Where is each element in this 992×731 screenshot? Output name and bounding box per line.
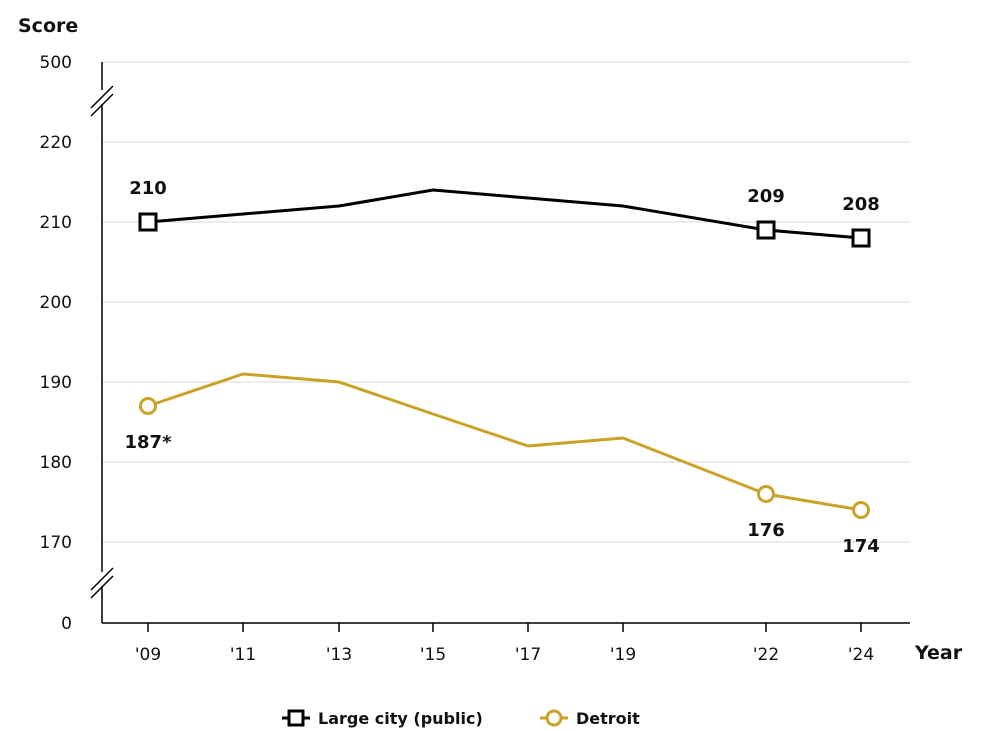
- legend: Large city (public) Detroit: [282, 709, 640, 728]
- data-point-circle: [854, 503, 869, 518]
- data-label: 174: [842, 536, 880, 557]
- data-label: 208: [842, 194, 880, 215]
- legend-label: Large city (public): [318, 709, 483, 728]
- y-tick-label: 170: [40, 533, 72, 553]
- x-tick-label: '22: [753, 645, 779, 665]
- y-tick-label: 500: [40, 53, 72, 73]
- x-tick-label: '11: [230, 645, 256, 665]
- y-tick-label: 180: [40, 453, 72, 473]
- axes: [91, 62, 910, 632]
- y-axis-title: Score: [18, 15, 78, 37]
- data-point-square: [140, 214, 156, 230]
- x-tick-label: '13: [326, 645, 352, 665]
- legend-label: Detroit: [576, 709, 640, 728]
- series-line: [148, 374, 861, 510]
- y-tick-label: 190: [40, 373, 72, 393]
- tick-labels: 500 220 210 200 190 180 170 0 '09 '11 '13 '15 '17 '19…: [40, 53, 875, 665]
- legend-circle-marker: [547, 711, 561, 725]
- data-label: 210: [129, 178, 167, 199]
- x-tick-label: '17: [515, 645, 541, 665]
- data-label: 187*: [125, 432, 173, 453]
- y-tick-label: 210: [40, 213, 72, 233]
- data-point-circle: [141, 399, 156, 414]
- x-tick-label: '15: [420, 645, 446, 665]
- y-tick-label: 0: [61, 614, 72, 634]
- x-tick-label: '24: [848, 645, 874, 665]
- x-tick-label: '19: [610, 645, 636, 665]
- data-point-square: [758, 222, 774, 238]
- data-point-circle: [759, 487, 774, 502]
- data-point-square: [853, 230, 869, 246]
- data-label: 209: [747, 186, 785, 207]
- gridlines: [102, 62, 910, 542]
- legend-square-marker: [289, 711, 303, 725]
- x-tick-label: '09: [135, 645, 161, 665]
- y-tick-label: 200: [40, 293, 72, 313]
- data-label: 176: [747, 520, 785, 541]
- x-axis-title: Year: [914, 642, 963, 664]
- series-layer: [140, 190, 869, 518]
- y-tick-label: 220: [40, 133, 72, 153]
